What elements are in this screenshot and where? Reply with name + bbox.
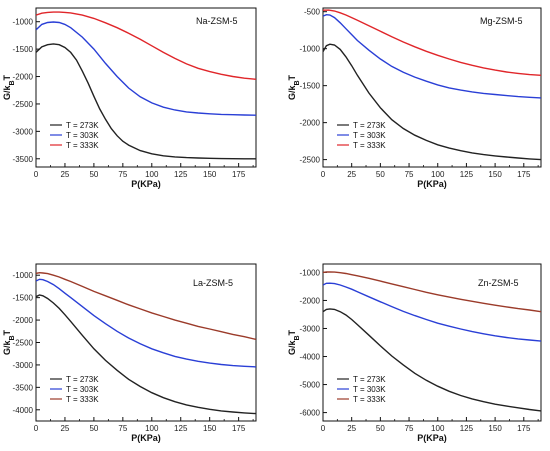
chart-1-x-tick-label: 175 — [517, 170, 531, 179]
chart-1-x-tick-label: 150 — [488, 170, 502, 179]
chart-1-y-tick-label: -2500 — [300, 156, 321, 165]
chart-2-y-axis-label: G/kBT — [2, 329, 16, 355]
chart-0-y-tick-label: -2000 — [13, 73, 34, 82]
chart-2-legend-label-1: T = 303K — [66, 385, 99, 394]
chart-0-series-0-line — [36, 43, 256, 160]
chart-2-x-tick-label: 175 — [232, 424, 246, 433]
chart-0-x-tick-label: 125 — [174, 170, 188, 179]
chart-3-x-axis-label: P(KPa) — [417, 433, 447, 443]
chart-0-plot-frame — [35, 7, 257, 168]
chart-2-x-tick-label: 0 — [34, 424, 39, 433]
chart-2-y-tick-label: -3500 — [13, 383, 34, 392]
chart-0-series-1-line — [36, 21, 256, 116]
chart-0-x-tick-label: 175 — [232, 170, 246, 179]
chart-3-y-tick-label: -6000 — [300, 409, 321, 418]
chart-1-x-tick-label: 50 — [376, 170, 385, 179]
chart-2-y-tick-label: -1500 — [13, 294, 34, 303]
chart-2-y-tick-label: -1000 — [13, 271, 34, 280]
chart-1-y-tick-label: -2000 — [300, 119, 321, 128]
chart-1-y-axis-label: G/kBT — [287, 74, 301, 100]
chart-3-y-tick-label: -2000 — [300, 296, 321, 305]
chart-0-y-axis-label: G/kBT — [2, 74, 16, 100]
chart-2-y-tick-label: -2500 — [13, 339, 34, 348]
chart-0-x-axis-label: P(KPa) — [131, 179, 161, 189]
chart-3-legend-label-1: T = 303K — [353, 385, 386, 394]
chart-2-y-tick-label: -4000 — [13, 406, 34, 415]
chart-2-series-0-line — [36, 294, 256, 415]
chart-1-series-2-line — [323, 9, 541, 76]
chart-0-title: Na-ZSM-5 — [196, 16, 238, 26]
chart-2-series-1-line — [36, 278, 256, 368]
chart-1-x-tick-label: 25 — [347, 170, 356, 179]
chart-2-x-tick-label: 25 — [60, 424, 69, 433]
chart-3-legend-label-2: T = 333K — [353, 395, 386, 404]
chart-1-title: Mg-ZSM-5 — [480, 16, 523, 26]
chart-1-legend-label-2: T = 333K — [353, 141, 386, 150]
chart-3-y-tick-label: -5000 — [300, 381, 321, 390]
chart-2-legend-label-2: T = 333K — [66, 395, 99, 404]
chart-0-x-tick-label: 100 — [145, 170, 159, 179]
chart-2-x-tick-label: 125 — [174, 424, 188, 433]
chart-2-title: La-ZSM-5 — [193, 278, 233, 288]
chart-3-title: Zn-ZSM-5 — [478, 278, 519, 288]
chart-0-x-tick-label: 50 — [89, 170, 98, 179]
chart-3-x-tick-label: 175 — [517, 424, 531, 433]
chart-0-x-tick-label: 25 — [60, 170, 69, 179]
chart-0-series-2-line — [36, 11, 256, 80]
chart-1-x-tick-label: 0 — [321, 170, 326, 179]
chart-1-y-tick-label: -1000 — [300, 45, 321, 54]
chart-3-x-tick-label: 25 — [347, 424, 356, 433]
chart-1-legend-label-0: T = 273K — [353, 121, 386, 130]
chart-0-legend-label-1: T = 303K — [66, 131, 99, 140]
chart-3-y-tick-label: -1000 — [300, 268, 321, 277]
chart-1-x-tick-label: 75 — [405, 170, 414, 179]
chart-1-series-1-line — [323, 13, 541, 99]
chart-3-x-tick-label: 0 — [321, 424, 326, 433]
chart-1-y-tick-label: -500 — [304, 8, 321, 17]
chart-0-y-tick-label: -2500 — [13, 100, 34, 109]
chart-0-y-tick-label: -1000 — [13, 18, 34, 27]
chart-3-y-axis-label: G/kBT — [287, 329, 301, 355]
chart-2-legend-label-0: T = 273K — [66, 375, 99, 384]
chart-1-legend-label-1: T = 303K — [353, 131, 386, 140]
chart-3-x-tick-label: 50 — [376, 424, 385, 433]
chart-3-x-tick-label: 125 — [460, 424, 474, 433]
chart-1-plot-frame — [322, 7, 542, 168]
chart-3-x-tick-label: 75 — [405, 424, 414, 433]
chart-3-x-tick-label: 150 — [488, 424, 502, 433]
chart-0-y-tick-label: -1500 — [13, 45, 34, 54]
chart-3-series-1-line — [323, 282, 541, 342]
chart-1-y-tick-label: -1500 — [300, 82, 321, 91]
chart-3-legend-label-0: T = 273K — [353, 375, 386, 384]
chart-3-x-tick-label: 100 — [431, 424, 445, 433]
chart-3-plot-frame — [322, 263, 542, 422]
chart-1-x-axis-label: P(KPa) — [417, 179, 447, 189]
chart-3-series-0-line — [323, 308, 541, 412]
chart-0-x-tick-label: 75 — [118, 170, 127, 179]
chart-2-y-tick-label: -2000 — [13, 316, 34, 325]
chart-0-legend-label-0: T = 273K — [66, 121, 99, 130]
chart-2-x-tick-label: 100 — [145, 424, 159, 433]
chart-2-x-tick-label: 75 — [118, 424, 127, 433]
chart-1-series-0-line — [323, 43, 541, 161]
chart-2-x-tick-label: 50 — [89, 424, 98, 433]
chart-3-y-tick-label: -3000 — [300, 324, 321, 333]
chart-2-x-axis-label: P(KPa) — [131, 433, 161, 443]
chart-2-y-tick-label: -3000 — [13, 361, 34, 370]
chart-1-x-tick-label: 125 — [460, 170, 474, 179]
chart-1-x-tick-label: 100 — [431, 170, 445, 179]
chart-0-x-tick-label: 0 — [34, 170, 39, 179]
chart-2-series-2-line — [36, 271, 256, 341]
chart-0-x-tick-label: 150 — [203, 170, 217, 179]
chart-0-legend-label-2: T = 333K — [66, 141, 99, 150]
chart-0-y-tick-label: -3500 — [13, 155, 34, 164]
chart-0-y-tick-label: -3000 — [13, 127, 34, 136]
chart-2-x-tick-label: 150 — [203, 424, 217, 433]
chart-3-y-tick-label: -4000 — [300, 353, 321, 362]
chart-3-series-2-line — [323, 271, 541, 313]
